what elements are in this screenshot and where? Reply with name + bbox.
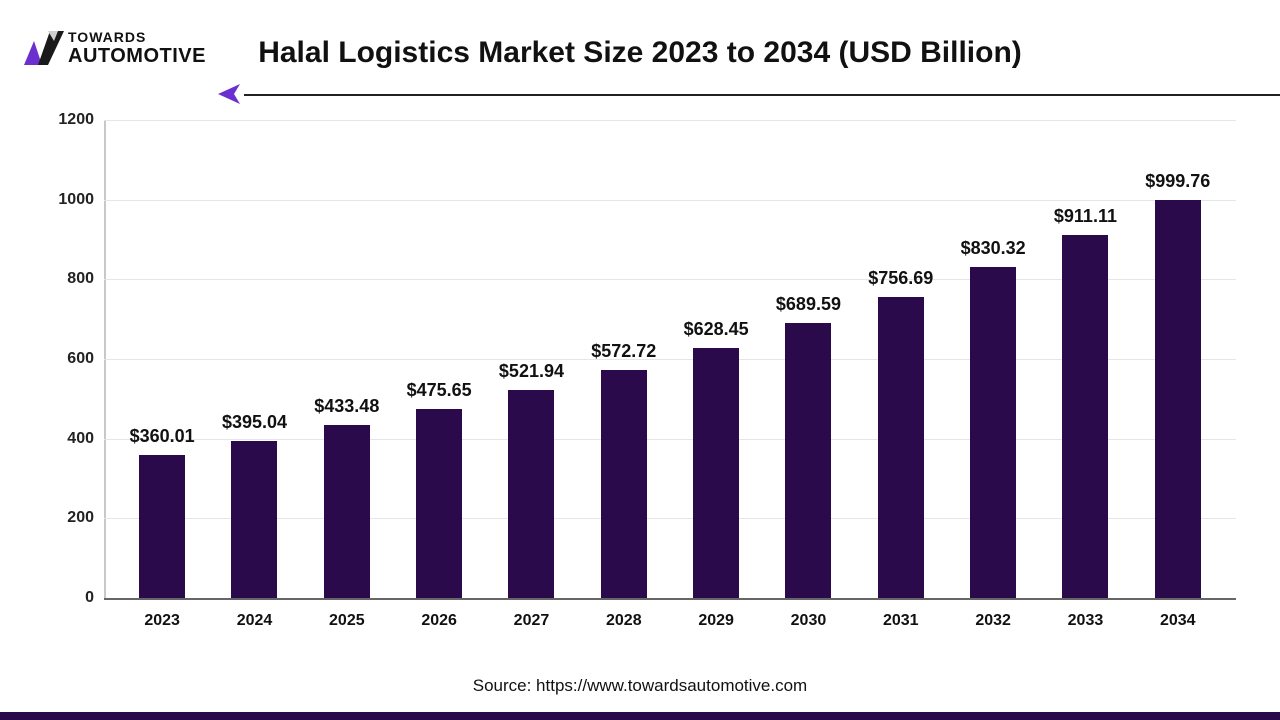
bar-wrap: $830.32 bbox=[947, 120, 1039, 598]
x-tick-label: 2024 bbox=[208, 604, 300, 634]
bar-wrap: $360.01 bbox=[116, 120, 208, 598]
bar bbox=[1155, 200, 1201, 598]
bar-value-label: $521.94 bbox=[471, 361, 591, 382]
bar-value-label: $911.11 bbox=[1025, 206, 1145, 227]
x-tick-label: 2031 bbox=[855, 604, 947, 634]
bar-value-label: $628.45 bbox=[656, 319, 776, 340]
chart-title: Halal Logistics Market Size 2023 to 2034… bbox=[0, 36, 1280, 70]
y-tick-label: 200 bbox=[67, 509, 104, 527]
bar-chart: $360.01$395.04$433.48$475.65$521.94$572.… bbox=[66, 120, 1236, 634]
x-tick-label: 2034 bbox=[1132, 604, 1224, 634]
bar-wrap: $475.65 bbox=[393, 120, 485, 598]
y-tick-label: 800 bbox=[67, 270, 104, 288]
x-tick-label: 2032 bbox=[947, 604, 1039, 634]
bar-wrap: $628.45 bbox=[670, 120, 762, 598]
x-tick-label: 2025 bbox=[301, 604, 393, 634]
bar-wrap: $999.76 bbox=[1132, 120, 1224, 598]
x-axis-labels: 2023202420252026202720282029203020312032… bbox=[104, 604, 1236, 634]
bar bbox=[139, 455, 185, 598]
bar-value-label: $689.59 bbox=[748, 294, 868, 315]
bar bbox=[416, 409, 462, 598]
y-tick-label: 1200 bbox=[58, 111, 104, 129]
plot-area: $360.01$395.04$433.48$475.65$521.94$572.… bbox=[104, 120, 1236, 600]
bar-wrap: $395.04 bbox=[208, 120, 300, 598]
bar bbox=[508, 390, 554, 598]
y-tick-label: 0 bbox=[85, 589, 104, 607]
bar bbox=[1062, 235, 1108, 598]
bar-wrap: $572.72 bbox=[578, 120, 670, 598]
x-tick-label: 2028 bbox=[578, 604, 670, 634]
bar-value-label: $830.32 bbox=[933, 238, 1053, 259]
page: TOWARDS AUTOMOTIVE Halal Logistics Marke… bbox=[0, 0, 1280, 720]
bar-value-label: $572.72 bbox=[564, 341, 684, 362]
bar-wrap: $756.69 bbox=[855, 120, 947, 598]
bottom-accent-bar bbox=[0, 712, 1280, 720]
y-tick-label: 400 bbox=[67, 430, 104, 448]
bar-value-label: $475.65 bbox=[379, 380, 499, 401]
arrow-left-icon bbox=[218, 82, 244, 106]
bar-wrap: $689.59 bbox=[762, 120, 854, 598]
y-tick-label: 1000 bbox=[58, 191, 104, 209]
x-tick-label: 2033 bbox=[1039, 604, 1131, 634]
bar bbox=[324, 425, 370, 598]
y-tick-label: 600 bbox=[67, 350, 104, 368]
source-text: Source: https://www.towardsautomotive.co… bbox=[0, 676, 1280, 696]
x-tick-label: 2029 bbox=[670, 604, 762, 634]
bar-value-label: $999.76 bbox=[1118, 171, 1238, 192]
bar bbox=[785, 323, 831, 598]
bar bbox=[693, 348, 739, 598]
x-tick-label: 2030 bbox=[762, 604, 854, 634]
x-tick-label: 2026 bbox=[393, 604, 485, 634]
bar-wrap: $433.48 bbox=[301, 120, 393, 598]
x-tick-label: 2027 bbox=[485, 604, 577, 634]
bar-value-label: $756.69 bbox=[841, 268, 961, 289]
bar bbox=[970, 267, 1016, 598]
bar bbox=[601, 370, 647, 598]
arrow-line bbox=[244, 94, 1280, 96]
bar bbox=[231, 441, 277, 598]
x-tick-label: 2023 bbox=[116, 604, 208, 634]
bar bbox=[878, 297, 924, 598]
bars-container: $360.01$395.04$433.48$475.65$521.94$572.… bbox=[104, 120, 1236, 598]
